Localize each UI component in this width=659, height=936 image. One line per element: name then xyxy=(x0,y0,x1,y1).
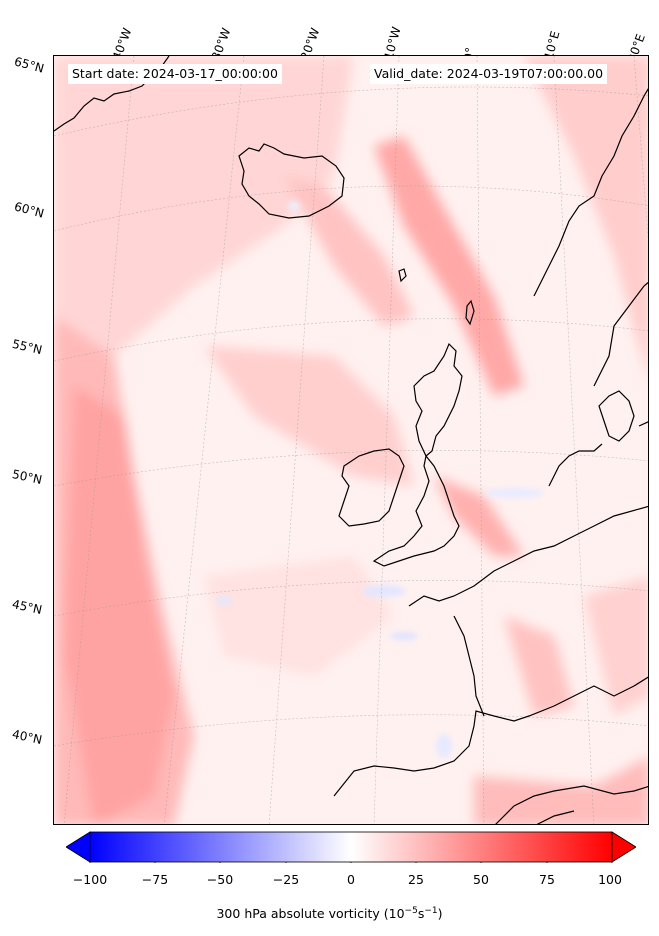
norway-coast xyxy=(533,88,648,297)
colorbar-tick-label: −75 xyxy=(141,872,169,887)
shetland-coast xyxy=(465,299,475,326)
lat-label-40n: 40°N xyxy=(10,727,44,747)
blue-patch-1 xyxy=(362,585,406,597)
lat-label-45n: 45°N xyxy=(10,597,44,617)
shade-central-band xyxy=(204,346,414,486)
colorbar-tick-label: 75 xyxy=(539,872,555,887)
shade-north-atlantic xyxy=(54,56,354,536)
vorticity-map[interactable] xyxy=(54,56,649,825)
biscay-coast xyxy=(453,615,485,717)
colorbar-tick-label: 0 xyxy=(347,872,355,887)
denmark-coast xyxy=(598,390,635,442)
iberia-coast xyxy=(333,676,648,797)
lat-label-50n: 50°N xyxy=(10,467,44,487)
sweden-coast xyxy=(593,281,648,387)
iceland-coast xyxy=(238,143,345,219)
shade-mid-atlantic xyxy=(204,556,394,676)
colorbar-tick-label: −25 xyxy=(272,872,300,887)
colorbar-tick-label: −100 xyxy=(72,872,108,887)
colorbar-ticks xyxy=(89,862,613,863)
blue-patch-2 xyxy=(484,488,544,498)
colorbar-tick-label: 100 xyxy=(598,872,622,887)
shade-med xyxy=(474,757,648,824)
blue-patch-3 xyxy=(390,632,418,640)
colorbar-tick-label: 50 xyxy=(473,872,489,887)
blue-patch-6 xyxy=(288,201,300,211)
north-africa-coast xyxy=(536,810,575,824)
colorbar-tick-label: −50 xyxy=(206,872,234,887)
map-panel[interactable] xyxy=(53,55,649,825)
negative-vorticity xyxy=(216,201,544,758)
valid-date-label: Valid_date: 2024-03-19T07:00:00.00 xyxy=(370,64,608,84)
faroe-coast xyxy=(398,268,407,283)
baltic-coast xyxy=(638,421,648,427)
shade-jet-streak xyxy=(374,136,524,396)
start-date-label: Start date: 2024-03-17_00:00:00 xyxy=(68,64,282,84)
france-coast xyxy=(408,505,648,607)
shade-alps xyxy=(584,576,648,716)
colorbar-min-extend xyxy=(66,831,91,863)
colorbar-tick-label: 25 xyxy=(408,872,424,887)
colorbar-label: 300 hPa absolute vorticity (10−5s−1) xyxy=(216,906,443,922)
blue-patch-5 xyxy=(436,734,452,758)
med-coast xyxy=(495,785,648,824)
shade-bay-biscay xyxy=(504,616,574,716)
lat-label-55n: 55°N xyxy=(10,336,44,358)
netherlands-coast xyxy=(548,443,603,487)
graticule xyxy=(54,56,648,824)
blue-patch-4 xyxy=(216,597,232,605)
ireland-coast xyxy=(338,448,405,527)
england-coast xyxy=(372,454,460,567)
shade-channel xyxy=(434,476,524,556)
shade-iceland-streak xyxy=(284,176,414,326)
colorbar-max-extend xyxy=(611,831,636,863)
shade-north-sea xyxy=(524,56,648,379)
lat-label-60n: 60°N xyxy=(12,199,46,221)
lat-label-65n: 65°N xyxy=(12,54,46,76)
colorbar-gradient xyxy=(89,831,613,863)
coastlines xyxy=(54,56,648,824)
colorbar xyxy=(66,831,636,863)
scotland-coast xyxy=(413,342,463,457)
